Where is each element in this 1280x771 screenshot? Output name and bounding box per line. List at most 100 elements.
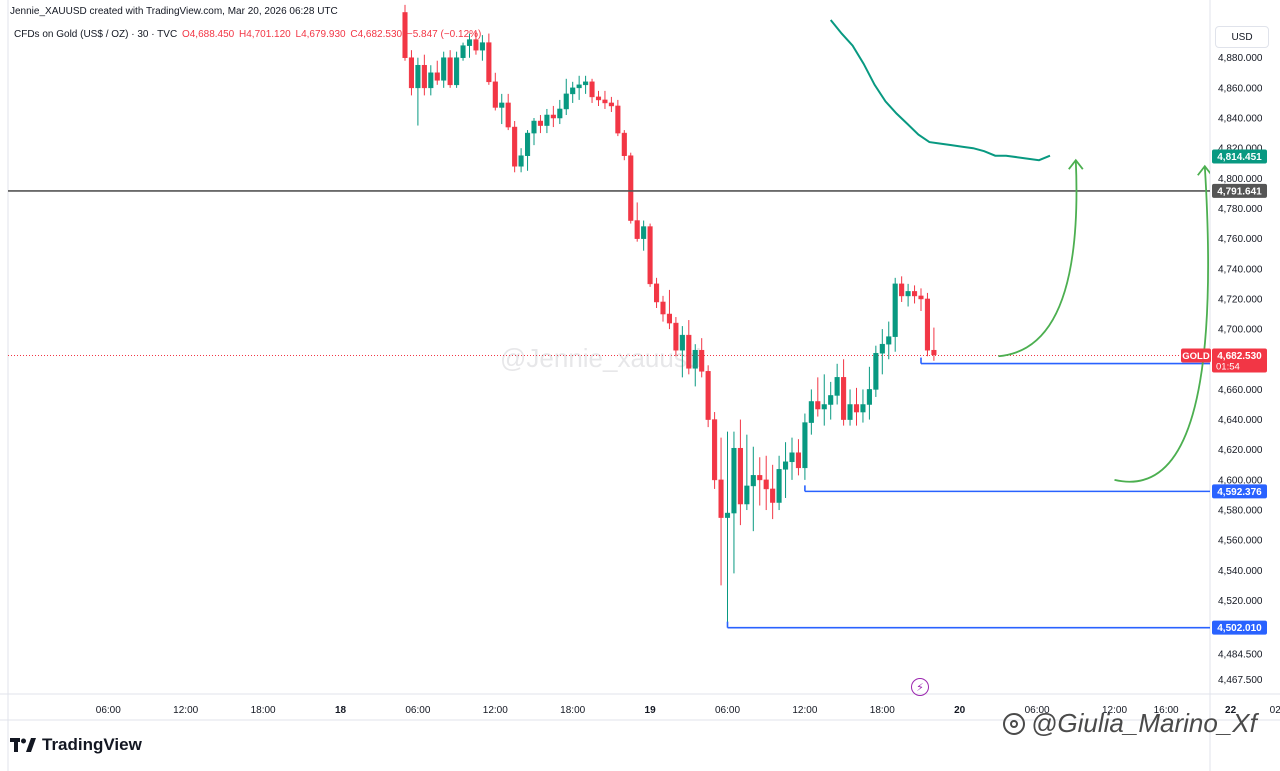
candle-body	[428, 72, 434, 89]
candle-body	[692, 349, 698, 369]
candle-body	[808, 401, 814, 423]
candle-body	[699, 349, 705, 372]
candle-body	[783, 461, 789, 470]
projection-arrow	[1114, 166, 1209, 483]
candle-body	[834, 377, 840, 396]
candle-body	[886, 336, 892, 345]
y-tick-label: 4,780.000	[1218, 204, 1263, 215]
y-tick-label: 4,880.000	[1218, 53, 1263, 64]
candle-body	[525, 132, 531, 156]
candle-body	[718, 479, 724, 518]
moving-average-line	[829, 19, 1051, 162]
level-price-badge: 4,592.376	[1217, 487, 1262, 498]
candle-body	[512, 126, 518, 167]
candle-body	[724, 512, 731, 518]
candle-body	[770, 488, 776, 503]
x-tick-label: 06:00	[715, 705, 740, 716]
y-tick-label: 4,620.000	[1218, 445, 1263, 456]
candle-body	[924, 298, 931, 351]
x-tick-label: 18:00	[870, 705, 895, 716]
candle-body	[466, 39, 473, 46]
candle-body	[873, 352, 879, 390]
candle-body	[879, 343, 885, 354]
candle-body	[795, 452, 802, 469]
level-price-badge-bg	[1212, 484, 1267, 499]
x-tick-label: 12:00	[792, 705, 817, 716]
candle-body	[595, 96, 602, 101]
candle-body	[531, 120, 537, 134]
x-tick-label: 20	[954, 705, 966, 716]
candle-body	[408, 57, 414, 89]
y-tick-label: 4,700.000	[1218, 325, 1263, 336]
author-credit-text: @Giulia_Marino_Xf	[1031, 708, 1257, 738]
candle-body	[847, 404, 853, 420]
x-tick-label: 18:00	[251, 705, 276, 716]
projection-arrow	[998, 160, 1078, 358]
ma-price-badge: 4,814.451	[1217, 152, 1262, 163]
candle-body	[550, 114, 556, 119]
x-tick-label: 18	[335, 705, 347, 716]
level-price-badge: 4,677.120	[1217, 359, 1262, 370]
x-tick-label: 06:00	[405, 705, 430, 716]
candle-body	[544, 114, 550, 126]
symbol-tag: GOLD	[1182, 351, 1210, 362]
candle-body	[441, 57, 447, 81]
candle-body	[744, 485, 750, 505]
candle-body	[505, 102, 511, 128]
y-tick-label: 4,640.000	[1218, 415, 1263, 426]
candle-body	[866, 389, 872, 405]
y-tick-label: 4,560.000	[1218, 536, 1263, 547]
symbol-description[interactable]: CFDs on Gold (US$ / OZ) · 30 · TVC	[14, 29, 178, 40]
level-price-badge-bg	[1212, 183, 1267, 198]
y-tick-label: 4,600.000	[1218, 475, 1263, 486]
y-tick-label: 4,467.500	[1218, 675, 1263, 686]
candle-body	[912, 291, 918, 297]
lightning-icon[interactable]: ⚡	[911, 678, 929, 696]
candle-body	[647, 226, 653, 285]
currency-button[interactable]: USD	[1215, 26, 1269, 48]
y-tick-label: 4,660.000	[1218, 385, 1263, 396]
candle-body	[821, 404, 827, 410]
candle-body	[686, 334, 692, 369]
y-tick-label: 4,580.000	[1218, 506, 1263, 517]
candle-body	[563, 93, 569, 110]
candle-body	[589, 81, 595, 98]
plot-area	[8, 4, 1210, 629]
current-price-badge-bg	[1212, 348, 1267, 373]
current-price-label: 4,682.530	[1217, 351, 1262, 362]
candle-body	[557, 108, 563, 119]
candle-body	[905, 291, 911, 297]
y-tick-label: 4,720.000	[1218, 294, 1263, 305]
y-tick-label: 4,540.000	[1218, 566, 1263, 577]
level-price-badge: 4,502.010	[1217, 623, 1262, 634]
open-value: O4,688.450	[181, 29, 235, 40]
candle-body	[802, 422, 808, 469]
author-credit: @Giulia_Marino_Xf	[1003, 708, 1257, 739]
tradingview-logo-text: TradingView	[42, 735, 142, 754]
tradingview-logo[interactable]: TradingView	[10, 735, 142, 755]
level-price-badge-bg	[1212, 620, 1267, 635]
candle-body	[731, 447, 737, 514]
candle-body	[628, 155, 634, 221]
y-tick-label: 4,484.500	[1218, 650, 1263, 661]
candle-body	[841, 377, 847, 420]
candle-body	[705, 371, 711, 420]
symbol-ohlc-bar: CFDs on Gold (US$ / OZ) · 30 · TVC O4,68…	[14, 29, 483, 40]
candle-body	[660, 301, 666, 315]
change-value: −5.847 (−0.12%)	[406, 29, 482, 40]
candle-body	[853, 404, 860, 413]
y-tick-label: 4,820.000	[1218, 144, 1263, 155]
candle-body	[460, 45, 466, 58]
candle-body	[789, 452, 795, 463]
candle-body	[931, 349, 937, 355]
candle-body	[750, 475, 756, 487]
x-tick-label: 18:00	[560, 705, 585, 716]
camera-icon	[1003, 712, 1025, 735]
x-tick-label: 02:00	[1270, 705, 1280, 716]
projection-arrowhead	[1197, 164, 1210, 176]
symbol-tag-bg	[1181, 348, 1211, 363]
candle-body	[583, 81, 589, 86]
level-price-badge: 4,791.641	[1217, 186, 1262, 197]
y-tick-label: 4,860.000	[1218, 83, 1263, 94]
